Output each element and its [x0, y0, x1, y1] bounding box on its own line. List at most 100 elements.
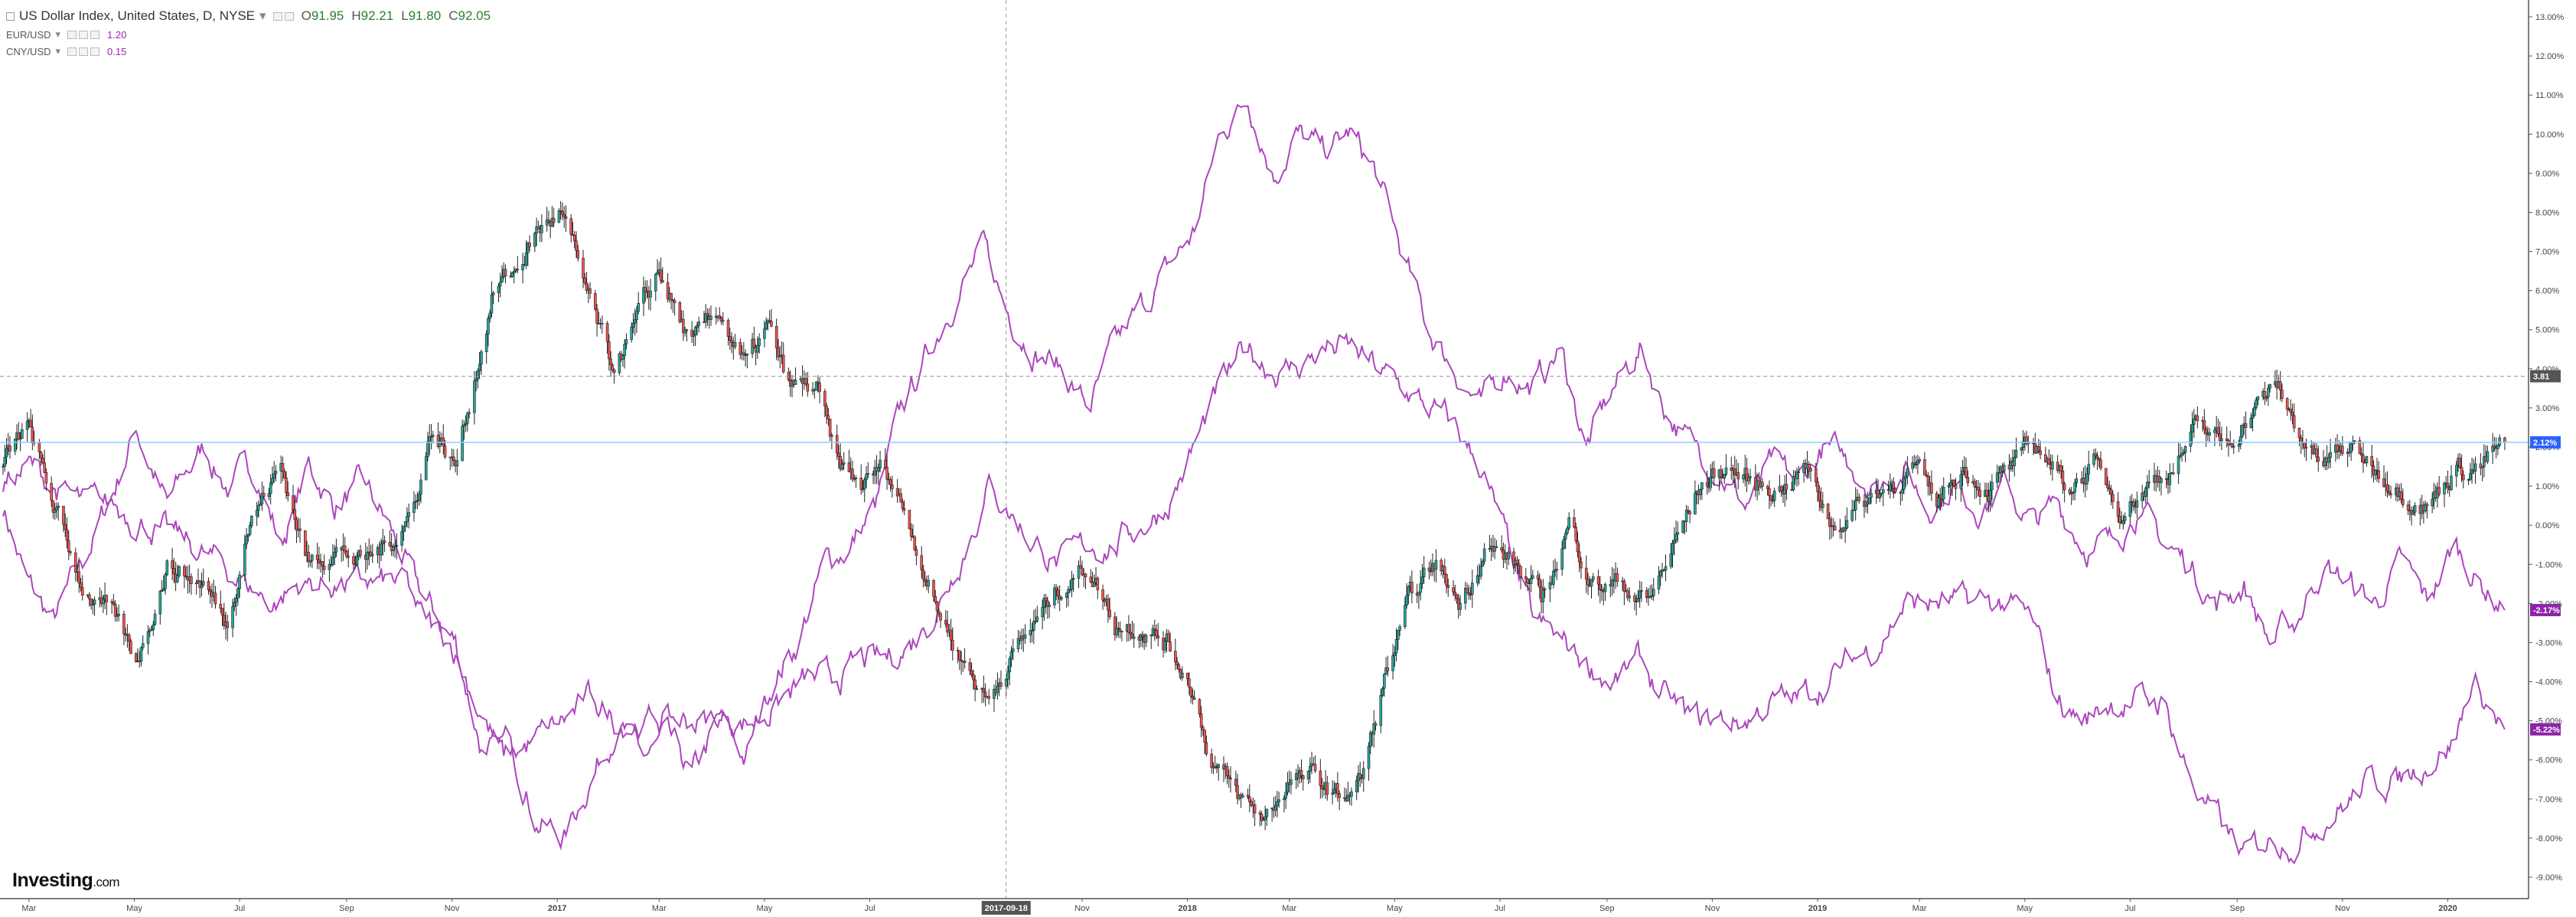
y-tick-label: 13.00% — [2535, 13, 2565, 22]
candle-body — [1772, 491, 1776, 501]
candle-body — [200, 585, 204, 589]
candle-body — [536, 226, 540, 230]
candle-body — [968, 662, 972, 671]
candle — [895, 478, 899, 503]
candle — [605, 321, 609, 354]
candle — [366, 546, 369, 570]
candle — [484, 330, 488, 364]
candle — [2177, 442, 2180, 485]
compare-eurusd-remove-icon[interactable] — [90, 30, 100, 39]
candlestick-layer — [2, 201, 2506, 831]
candle-body — [2431, 498, 2434, 507]
hide-series-icon[interactable] — [272, 11, 282, 21]
compare-eurusd-dropdown-icon[interactable]: ▾ — [55, 28, 61, 40]
candle-body — [1792, 476, 1795, 490]
candle-body — [935, 601, 939, 612]
candle-body — [2263, 390, 2267, 400]
series-dropdown-icon[interactable]: ▾ — [259, 8, 266, 23]
candle-body — [1580, 561, 1583, 569]
candle — [355, 552, 359, 566]
candle — [281, 456, 285, 481]
candle-body — [146, 631, 150, 645]
candle — [2180, 446, 2183, 462]
candle-body — [473, 380, 476, 413]
candle-body — [1911, 462, 1914, 469]
candle-body — [533, 233, 536, 247]
candle-body — [1166, 633, 1170, 642]
compare-series-eurusd[interactable]: EUR/USD ▾ 1.20 — [6, 26, 491, 43]
crosshair-x-label: 2017-09-18 — [985, 904, 1028, 913]
candle — [637, 292, 641, 315]
candle-body — [1393, 652, 1397, 656]
candle — [1260, 811, 1264, 826]
compare-cnyusd-dropdown-icon[interactable]: ▾ — [55, 45, 61, 57]
candle-body — [817, 381, 820, 383]
candle-body — [1669, 553, 1673, 567]
compare-cnyusd-hide-icon[interactable] — [67, 47, 77, 56]
candle-body — [1562, 539, 1566, 550]
candle — [308, 560, 312, 567]
candle — [1560, 540, 1564, 576]
investing-logo[interactable]: Investing.com — [12, 870, 120, 892]
candle — [1603, 583, 1607, 601]
candle — [201, 568, 205, 587]
candle — [2337, 440, 2341, 459]
candle — [1029, 618, 1032, 643]
candle — [1888, 473, 1892, 499]
candle — [1070, 570, 1074, 598]
candle-body — [1023, 635, 1027, 639]
candle-body — [1331, 792, 1334, 795]
candle-body — [269, 482, 272, 494]
compare-cnyusd-value: 0.15 — [107, 45, 127, 57]
compare-eurusd-hide-icon[interactable] — [67, 30, 77, 39]
candle — [1792, 470, 1795, 492]
candle — [271, 466, 274, 486]
candle-body — [443, 445, 447, 458]
candle-body — [2059, 465, 2062, 472]
compare-cnyusd-settings-icon[interactable] — [79, 47, 89, 56]
candle — [1163, 637, 1167, 654]
compare-eurusd-settings-icon[interactable] — [79, 30, 89, 39]
candle-body — [2285, 398, 2289, 410]
candle-body — [927, 580, 931, 587]
compare-cnyusd-remove-icon[interactable] — [90, 47, 100, 56]
candle-body — [152, 624, 155, 631]
candle — [2359, 447, 2363, 463]
candle — [1526, 578, 1529, 592]
candle — [1469, 586, 1472, 600]
candle — [742, 342, 745, 361]
candle — [2092, 449, 2095, 468]
candle-body — [198, 580, 201, 589]
candle-body — [1645, 590, 1648, 599]
candle-body — [2443, 482, 2446, 494]
candle — [1978, 482, 1981, 505]
candle-body — [847, 462, 851, 472]
candle — [1277, 791, 1280, 808]
candle — [1554, 558, 1557, 577]
candle — [1906, 456, 1909, 485]
candle — [1310, 752, 1313, 775]
candle-body — [512, 270, 516, 273]
compare-series-cnyusd[interactable]: CNY/USD ▾ 0.15 — [6, 43, 491, 60]
candle-body — [190, 576, 193, 585]
candle-body — [1338, 793, 1341, 798]
candle-body — [1638, 590, 1642, 599]
candle — [1464, 581, 1467, 610]
candle — [533, 232, 536, 253]
candle-body — [685, 329, 689, 331]
candle — [1893, 487, 1897, 494]
main-series-title: US Dollar Index, United States, D, NYSE — [19, 8, 256, 23]
collapse-legend-toggle[interactable] — [6, 11, 15, 21]
candle-body — [1900, 489, 1904, 494]
candle-body — [671, 299, 675, 302]
candle-body — [53, 509, 57, 513]
candle — [1736, 462, 1740, 490]
candle-body — [112, 602, 116, 605]
candle-body — [222, 615, 226, 626]
candle — [983, 683, 987, 707]
candle-body — [334, 547, 338, 553]
candle-body — [605, 323, 609, 342]
settings-series-icon[interactable] — [284, 11, 294, 21]
candle-body — [1700, 482, 1704, 490]
